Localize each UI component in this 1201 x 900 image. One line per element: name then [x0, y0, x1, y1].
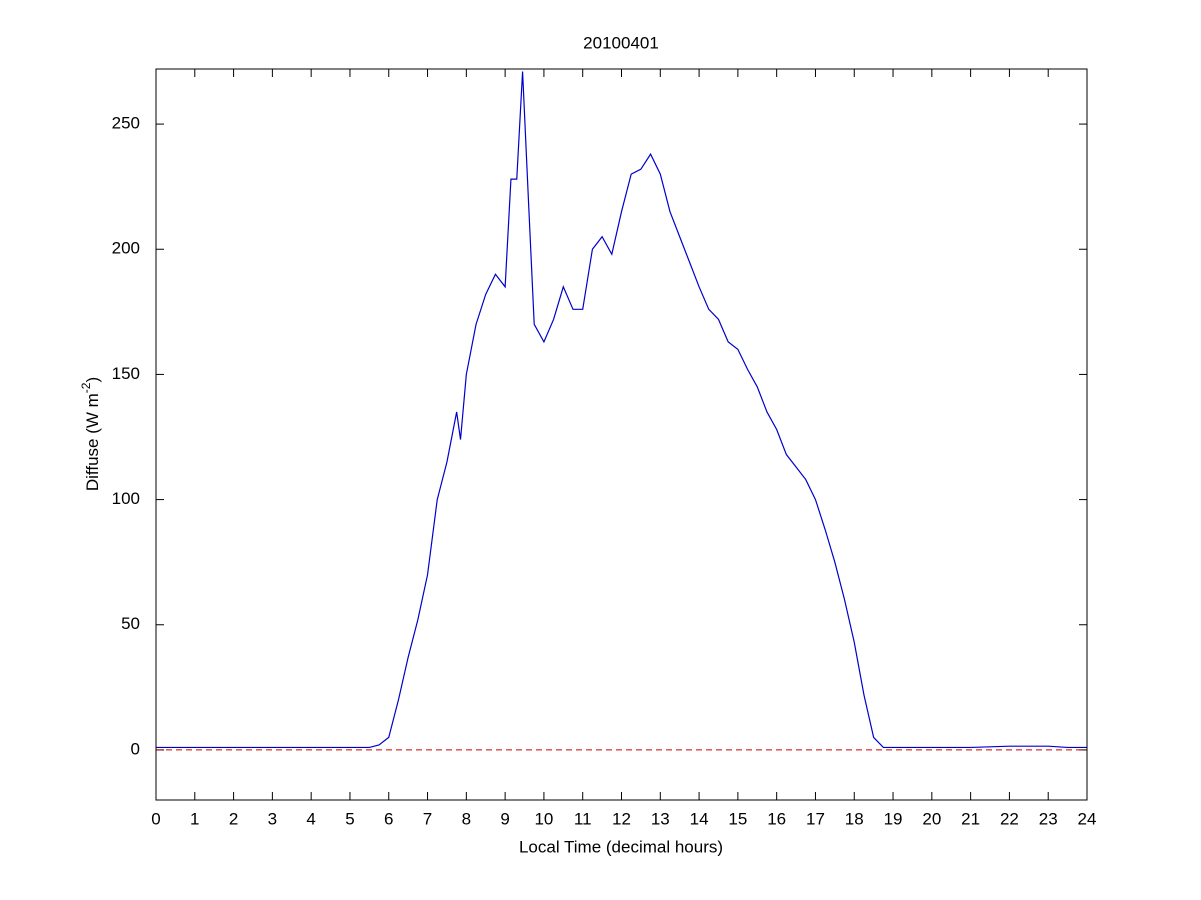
- plot-frame: [155, 68, 1088, 801]
- x-tick-label: 19: [884, 809, 903, 828]
- x-tick-label: 9: [500, 809, 509, 828]
- x-tick-label: 2: [229, 809, 238, 828]
- y-tick-label: 50: [121, 614, 140, 633]
- x-tick-label: 4: [306, 809, 315, 828]
- x-tick-label: 8: [462, 809, 471, 828]
- x-tick-label: 13: [651, 809, 670, 828]
- x-tick-label: 16: [767, 809, 786, 828]
- x-tick-label: 20: [922, 809, 941, 828]
- x-tick-label: 18: [845, 809, 864, 828]
- x-tick-label: 22: [1000, 809, 1019, 828]
- y-axis-label-end: ): [83, 377, 102, 383]
- x-tick-label: 6: [384, 809, 393, 828]
- y-tick-label: 100: [112, 489, 140, 508]
- x-tick-label: 10: [534, 809, 553, 828]
- y-tick-label: 0: [131, 739, 140, 758]
- y-tick-label: 200: [112, 239, 140, 258]
- y-axis-label-text: Diffuse (W m: [83, 393, 102, 491]
- x-tick-label: 3: [268, 809, 277, 828]
- x-tick-label: 1: [190, 809, 199, 828]
- y-tick-label: 150: [112, 364, 140, 383]
- x-tick-label: 0: [151, 809, 160, 828]
- y-axis-label-sup: -2: [79, 382, 93, 393]
- x-tick-label: 15: [728, 809, 747, 828]
- x-tick-label: 7: [423, 809, 432, 828]
- x-tick-label: 11: [574, 809, 592, 828]
- x-tick-label: 12: [612, 809, 631, 828]
- y-tick-label: 250: [112, 114, 140, 133]
- chart-title: 20100401: [583, 33, 659, 52]
- x-tick-label: 21: [961, 809, 980, 828]
- x-tick-label: 17: [806, 809, 825, 828]
- x-tick-label: 14: [690, 809, 709, 828]
- x-axis-label: Local Time (decimal hours): [519, 837, 723, 856]
- x-tick-label: 23: [1039, 809, 1058, 828]
- x-tick-label: 5: [345, 809, 354, 828]
- data-line: [156, 71, 1087, 749]
- x-tick-label: 24: [1078, 809, 1097, 828]
- y-axis-label: Diffuse (W m-2): [79, 377, 102, 491]
